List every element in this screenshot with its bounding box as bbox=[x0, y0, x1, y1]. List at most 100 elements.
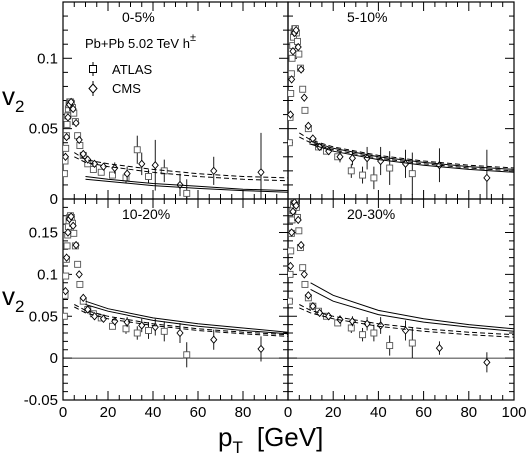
cms-point bbox=[435, 341, 444, 355]
atlas-point bbox=[288, 54, 296, 62]
cms-point bbox=[69, 221, 77, 230]
atlas-point bbox=[294, 37, 301, 45]
atlas-marker bbox=[63, 272, 70, 280]
y-tick-label: 0.15 bbox=[29, 225, 58, 242]
y-axis-title-top: v2 bbox=[2, 81, 24, 116]
model-curve-dashed bbox=[299, 132, 514, 169]
cms-marker bbox=[289, 207, 297, 216]
cms-point bbox=[69, 104, 77, 114]
legend-atlas-marker bbox=[89, 62, 97, 76]
cms-point bbox=[210, 329, 218, 350]
cms-point bbox=[75, 270, 83, 279]
atlas-marker bbox=[97, 168, 105, 176]
atlas-point bbox=[295, 50, 303, 58]
panel-title: 5-10% bbox=[347, 9, 387, 25]
cms-point bbox=[64, 228, 72, 237]
cms-point bbox=[72, 240, 80, 250]
cms-marker bbox=[435, 343, 444, 353]
atlas-marker bbox=[359, 171, 367, 179]
atlas-point bbox=[89, 165, 97, 173]
cms-point bbox=[309, 302, 317, 311]
atlas-point bbox=[386, 151, 394, 185]
cms-point bbox=[79, 293, 87, 303]
cms-marker bbox=[67, 97, 75, 107]
cms-point bbox=[67, 97, 75, 107]
cms-point bbox=[336, 151, 344, 163]
atlas-point bbox=[359, 327, 367, 342]
atlas-marker bbox=[347, 167, 355, 175]
cms-marker bbox=[210, 166, 218, 176]
y-tick-label: 0.05 bbox=[29, 308, 58, 325]
panel-frame bbox=[287, 198, 515, 401]
cms-marker bbox=[336, 152, 344, 161]
cms-point bbox=[288, 110, 295, 119]
panel-title: 0-5% bbox=[122, 9, 155, 25]
cms-marker bbox=[176, 328, 184, 338]
y-axis-title-bottom: v2 bbox=[2, 281, 24, 316]
cms-point bbox=[67, 212, 75, 221]
cms-marker bbox=[483, 173, 491, 183]
cms-point bbox=[63, 132, 71, 142]
atlas-marker bbox=[386, 164, 394, 172]
legend-cms-label: CMS bbox=[112, 81, 141, 96]
atlas-marker bbox=[299, 85, 307, 93]
cms-marker bbox=[288, 75, 296, 84]
atlas-point bbox=[301, 106, 309, 114]
atlas-point bbox=[63, 272, 70, 280]
x-axis-title: pT [GeV] bbox=[218, 422, 323, 457]
cms-marker bbox=[401, 326, 410, 335]
cms-point bbox=[63, 152, 70, 161]
collision-system-label: Pb+Pb 5.02 TeV h± bbox=[85, 32, 196, 51]
atlas-point bbox=[133, 135, 141, 164]
cms-marker bbox=[64, 228, 72, 237]
y-tick-label: 0.05 bbox=[29, 121, 58, 138]
cms-marker bbox=[288, 228, 296, 237]
cms-point bbox=[292, 25, 300, 35]
model-curve-dashed bbox=[74, 304, 288, 336]
cms-marker bbox=[69, 104, 77, 114]
x-tick-label: 20 bbox=[100, 404, 117, 421]
cms-marker bbox=[257, 168, 265, 177]
model-curve-solid bbox=[85, 304, 288, 335]
cms-marker bbox=[304, 291, 312, 300]
cms-marker bbox=[292, 201, 300, 210]
panel-top-left: 0 0.05 0.1 0-5% bbox=[29, 1, 289, 208]
x-tick-label: 20 bbox=[325, 404, 342, 421]
cms-marker bbox=[63, 152, 70, 161]
atlas-marker bbox=[408, 170, 416, 178]
plot-area bbox=[288, 199, 514, 373]
atlas-marker bbox=[288, 247, 295, 255]
atlas-marker bbox=[295, 50, 303, 58]
atlas-point bbox=[122, 323, 130, 334]
y-tick-label: 0.1 bbox=[37, 50, 58, 67]
x-tick-label: 60 bbox=[190, 404, 207, 421]
cms-marker bbox=[309, 302, 317, 311]
atlas-point bbox=[370, 166, 378, 190]
y-tick-label: 0.1 bbox=[37, 266, 58, 283]
cms-marker bbox=[69, 221, 77, 230]
atlas-marker bbox=[145, 327, 152, 334]
cms-point bbox=[300, 93, 308, 102]
x-tick-label: 80 bbox=[460, 404, 477, 421]
atlas-marker bbox=[301, 106, 309, 114]
model-curve-solid bbox=[310, 282, 514, 330]
atlas-marker bbox=[109, 171, 116, 179]
cms-point bbox=[300, 270, 308, 279]
panel-frame bbox=[62, 198, 289, 401]
atlas-point bbox=[370, 324, 378, 342]
atlas-point bbox=[63, 242, 71, 250]
cms-marker bbox=[289, 47, 297, 56]
atlas-marker bbox=[145, 173, 152, 180]
atlas-marker bbox=[359, 331, 367, 339]
cms-point bbox=[483, 149, 491, 199]
cms-point bbox=[72, 118, 80, 128]
atlas-point bbox=[288, 297, 293, 305]
model-curve-solid bbox=[85, 176, 288, 192]
model-curve-solid bbox=[310, 288, 514, 332]
cms-marker bbox=[79, 149, 87, 159]
atlas-marker bbox=[133, 146, 141, 154]
atlas-point bbox=[288, 247, 295, 255]
panel-title: 20-30% bbox=[347, 206, 395, 222]
cms-marker bbox=[63, 253, 71, 262]
atlas-point bbox=[347, 322, 355, 333]
